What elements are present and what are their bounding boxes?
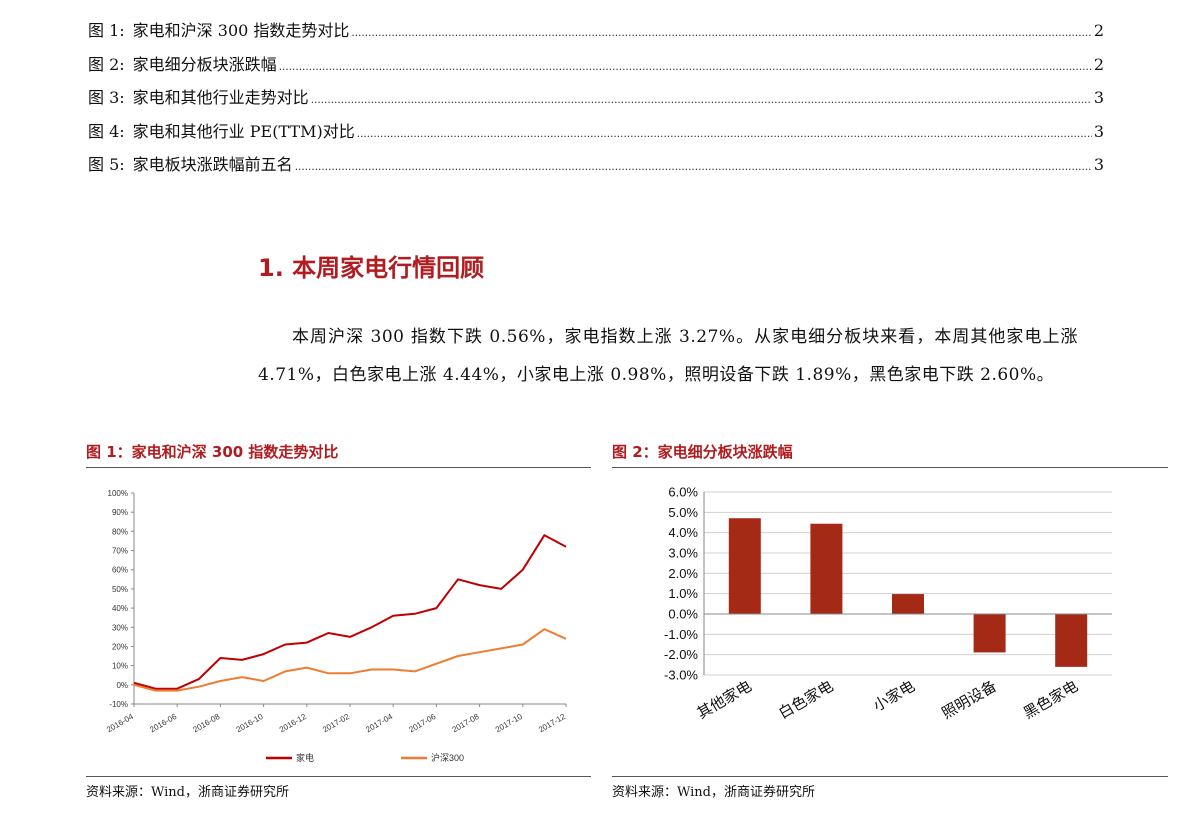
- category-label: 白色家电: [775, 677, 836, 723]
- legend-label: 沪深300: [431, 752, 464, 763]
- figure-2-body: 6.0% 5.0% 4.0% 3.0% 2.0% 1.0% 0.0% -1.0% -2.0% -3…: [612, 468, 1168, 768]
- x-tick-label: 2017-06: [407, 712, 437, 735]
- figure-1-body: 100% 90% 80% 70% 60% 50% 40% 30% 20% 10% 0% -10% 201…: [86, 468, 591, 768]
- y-tick-label: 3.0%: [668, 546, 698, 561]
- category-label: 其他家电: [694, 677, 755, 723]
- y-tick-label: 100%: [108, 489, 128, 498]
- line-chart: 100% 90% 80% 70% 60% 50% 40% 30% 20% 10% 0% -10% 201…: [105, 489, 567, 763]
- toc-page: 2: [1093, 21, 1104, 40]
- category-label: 小家电: [870, 677, 918, 715]
- x-tick-label: 2016-10: [235, 712, 265, 735]
- toc-entry[interactable]: 图 1: 家电和沪深 300 指数走势对比 2: [88, 14, 1104, 48]
- x-tick-label: 2016-04: [105, 712, 135, 735]
- bar: [728, 518, 761, 614]
- figure-toc: 图 1: 家电和沪深 300 指数走势对比 2 图 2: 家电细分板块涨跌幅 2…: [88, 14, 1104, 182]
- y-tick-label: -2.0%: [664, 647, 698, 662]
- figure-1-title: 图 1：家电和沪深 300 指数走势对比: [86, 440, 591, 468]
- series-line: [133, 534, 567, 690]
- toc-label: 图 3:: [88, 88, 125, 107]
- x-tick-label: 2017-04: [364, 712, 394, 735]
- x-tick-label: 2017-08: [451, 712, 481, 735]
- figure-1: 图 1：家电和沪深 300 指数走势对比 100% 90% 80% 70% 60% 50%…: [86, 440, 591, 800]
- toc-entry[interactable]: 图 3: 家电和其他行业走势对比 3: [88, 81, 1104, 115]
- y-tick-label: 30%: [112, 623, 128, 632]
- toc-label: 图 4:: [88, 121, 125, 141]
- toc-label: 图 1:: [88, 21, 125, 40]
- y-tick-label: 0.0%: [668, 607, 698, 622]
- y-tick-label: 60%: [112, 566, 128, 575]
- toc-page: 3: [1093, 155, 1104, 174]
- toc-leader: [279, 50, 1092, 84]
- y-tick-label: 70%: [112, 547, 128, 556]
- toc-label: 图 5:: [88, 155, 125, 174]
- y-tick-label: 40%: [112, 604, 128, 613]
- figure-2-title: 图 2：家电细分板块涨跌幅: [612, 440, 1168, 468]
- series-line: [133, 628, 567, 692]
- toc-entry[interactable]: 图 2: 家电细分板块涨跌幅 2: [88, 48, 1104, 82]
- y-tick-label: 6.0%: [668, 485, 698, 500]
- y-tick-label: 10%: [112, 662, 128, 671]
- toc-leader: [311, 83, 1092, 117]
- bar: [973, 614, 1006, 653]
- toc-page: 3: [1093, 121, 1104, 141]
- x-tick-label: 2016-08: [191, 712, 221, 735]
- toc-entry[interactable]: 图 5: 家电板块涨跌幅前五名 3: [88, 148, 1104, 182]
- toc-title: 家电和其他行业走势对比: [132, 88, 309, 107]
- toc-title: 家电细分板块涨跌幅: [132, 54, 277, 74]
- x-tick-label: 2017-02: [321, 712, 351, 735]
- y-tick-label: -3.0%: [664, 668, 698, 683]
- toc-leader: [357, 117, 1092, 151]
- y-tick-label: 0%: [116, 681, 128, 690]
- x-tick-label: 2016-12: [278, 712, 308, 735]
- bar: [1055, 614, 1088, 667]
- toc-page: 2: [1093, 54, 1104, 74]
- section-heading: 1. 本周家电行情回顾: [258, 254, 485, 282]
- y-tick-label: 80%: [112, 527, 128, 536]
- toc-title: 家电板块涨跌幅前五名: [132, 155, 293, 174]
- body-paragraph: 本周沪深 300 指数下跌 0.56%，家电指数上涨 3.27%。从家电细分板块…: [258, 327, 1078, 385]
- toc-title: 家电和其他行业 PE(TTM)对比: [132, 121, 355, 141]
- toc-title: 家电和沪深 300 指数走势对比: [132, 21, 350, 40]
- figure-2: 图 2：家电细分板块涨跌幅 6.0% 5.0% 4.0% 3.0% 2.0% 1.0% 0.…: [612, 440, 1168, 800]
- y-tick-label: -10%: [109, 700, 128, 709]
- toc-page: 3: [1093, 88, 1104, 107]
- y-tick-label: 20%: [112, 642, 128, 651]
- bar: [810, 523, 843, 614]
- category-label: 照明设备: [939, 677, 1000, 723]
- x-tick-label: 2016-06: [148, 712, 178, 735]
- y-tick-label: 2.0%: [668, 566, 698, 581]
- legend-label: 家电: [296, 752, 314, 763]
- x-tick-label: 2017-10: [494, 712, 524, 735]
- y-tick-label: 90%: [112, 508, 128, 517]
- toc-leader: [295, 150, 1092, 184]
- toc-label: 图 2:: [88, 54, 125, 74]
- y-tick-label: 4.0%: [668, 525, 698, 540]
- toc-leader: [351, 16, 1091, 50]
- y-tick-label: -1.0%: [664, 627, 698, 642]
- toc-entry[interactable]: 图 4: 家电和其他行业 PE(TTM)对比 3: [88, 115, 1104, 149]
- bar-chart: 6.0% 5.0% 4.0% 3.0% 2.0% 1.0% 0.0% -1.0% -2.0% -3…: [664, 485, 1112, 723]
- x-tick-label: 2017-12: [537, 712, 567, 735]
- bar: [892, 594, 924, 614]
- figure-2-source: 资料来源：Wind，浙商证券研究所: [612, 776, 1168, 805]
- figure-1-source: 资料来源：Wind，浙商证券研究所: [86, 776, 591, 805]
- y-tick-label: 50%: [112, 585, 128, 594]
- y-tick-label: 1.0%: [668, 586, 698, 601]
- y-tick-label: 5.0%: [668, 505, 698, 520]
- category-label: 黑色家电: [1020, 677, 1081, 723]
